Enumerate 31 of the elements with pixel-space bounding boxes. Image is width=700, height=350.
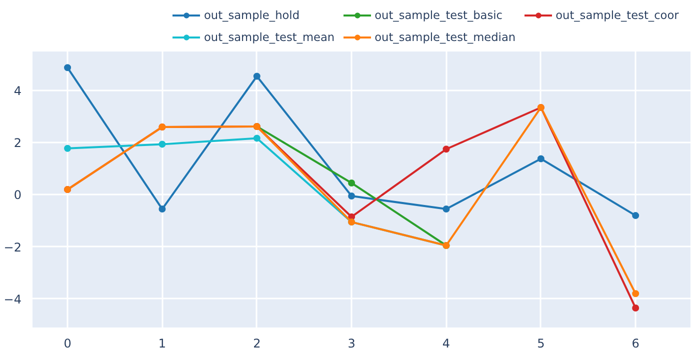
y-tick-label: 0 bbox=[14, 188, 22, 202]
x-tick-label: 1 bbox=[158, 336, 166, 350]
x-tick-label: 3 bbox=[348, 336, 356, 350]
point bbox=[253, 72, 260, 80]
point bbox=[442, 206, 450, 213]
point bbox=[632, 290, 640, 298]
x-tick-label: 4 bbox=[442, 336, 450, 350]
y-tick-label: 2 bbox=[14, 136, 22, 150]
x-tick-label: 6 bbox=[632, 336, 640, 350]
point bbox=[632, 212, 640, 220]
x-tick-label: 0 bbox=[64, 336, 72, 350]
point bbox=[253, 134, 260, 142]
x-tick-label: 5 bbox=[537, 336, 545, 350]
legend-label: out_sample_test_median bbox=[374, 30, 516, 44]
point bbox=[158, 140, 166, 148]
y-tick-label: −2 bbox=[4, 240, 22, 254]
legend-label: out_sample_test_coor bbox=[556, 8, 679, 22]
point bbox=[348, 179, 356, 186]
point bbox=[442, 146, 450, 153]
y-tick-label: 4 bbox=[14, 84, 22, 98]
legend-label: out_sample_test_mean bbox=[204, 30, 335, 44]
point bbox=[632, 304, 640, 312]
y-tick-label: −4 bbox=[4, 292, 22, 306]
point bbox=[348, 192, 356, 200]
legend-label: out_sample_hold bbox=[204, 8, 300, 22]
legend-label: out_sample_test_basic bbox=[374, 8, 503, 22]
point bbox=[158, 206, 166, 213]
point bbox=[64, 144, 72, 152]
x-tick-label: 2 bbox=[253, 336, 261, 350]
point bbox=[64, 64, 72, 72]
point bbox=[537, 155, 544, 162]
